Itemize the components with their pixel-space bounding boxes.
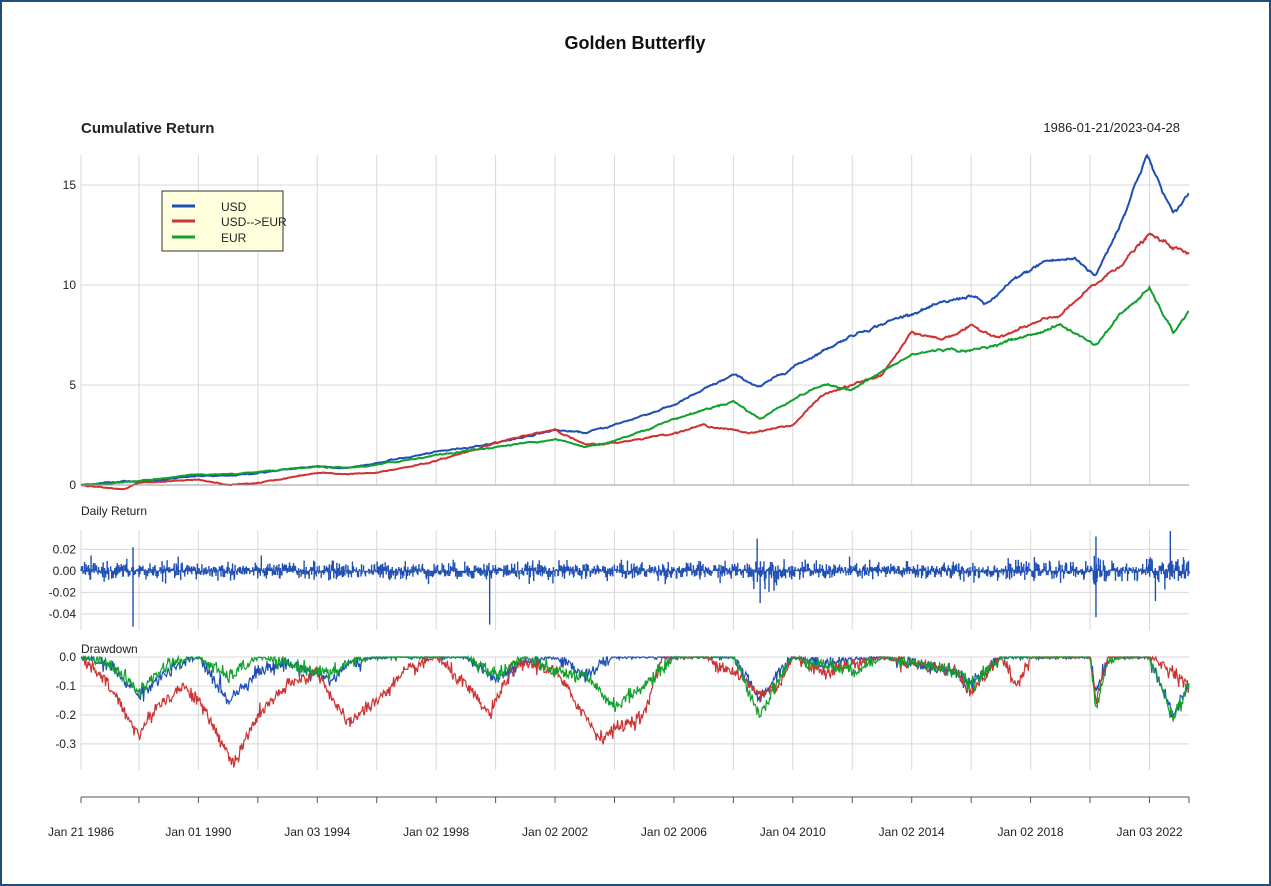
x-tick-label: Jan 04 2010	[760, 825, 826, 839]
y-tick-label: 0	[69, 478, 76, 492]
daily-return-bars	[80, 531, 1190, 627]
x-tick-label: Jan 02 2018	[998, 825, 1064, 839]
panel-title-cumulative-return: Cumulative Return	[81, 120, 214, 137]
date-range-label: 1986-01-21/2023-04-28	[1043, 120, 1180, 135]
y-tick-label: -0.3	[55, 737, 76, 751]
y-tick-label: 10	[63, 278, 77, 292]
x-tick-label: Jan 02 2002	[522, 825, 588, 839]
legend-box	[161, 190, 284, 252]
series-line-eur	[80, 284, 1190, 487]
series-line-usd-eur	[80, 232, 1190, 491]
legend: USD USD-->EUR EUR	[161, 190, 287, 252]
axis-layer: 0 5 10 15 0.02 0.00 -0.02 -0.04 0.0 -0.1 -0.2 -0.3 J…	[48, 178, 1190, 839]
series-layer	[80, 153, 1190, 768]
x-tick-label: Jan 02 2006	[641, 825, 707, 839]
panel-title-drawdown: Drawdown	[81, 642, 138, 656]
y-tick-label: -0.1	[55, 679, 76, 693]
y-tick-label: 0.00	[53, 564, 77, 578]
chart-title: Golden Butterfly	[564, 33, 705, 53]
legend-label-usd: USD	[221, 200, 247, 214]
legend-label-usd-eur: USD-->EUR	[221, 215, 287, 229]
x-tick-label: Jan 02 2014	[879, 825, 945, 839]
drawdown-line-usd-eur	[80, 654, 1190, 768]
y-tick-label: 0.0	[59, 650, 76, 664]
y-tick-label: 0.02	[53, 542, 77, 556]
y-tick-label: 15	[63, 178, 77, 192]
y-tick-label: -0.02	[49, 585, 77, 599]
drawdown-line-eur	[81, 654, 1190, 722]
x-tick-label: Jan 02 1998	[403, 825, 469, 839]
panel-title-daily-return: Daily Return	[81, 504, 147, 518]
y-tick-label: -0.2	[55, 708, 76, 722]
x-tick-label: Jan 01 1990	[165, 825, 231, 839]
legend-label-eur: EUR	[221, 231, 247, 245]
y-tick-label: -0.04	[49, 607, 77, 621]
x-tick-label: Jan 03 2022	[1116, 825, 1182, 839]
series-line-usd	[80, 153, 1190, 487]
x-tick-label: Jan 21 1986	[48, 825, 114, 839]
x-tick-label: Jan 03 1994	[284, 825, 350, 839]
y-tick-label: 5	[69, 378, 76, 392]
